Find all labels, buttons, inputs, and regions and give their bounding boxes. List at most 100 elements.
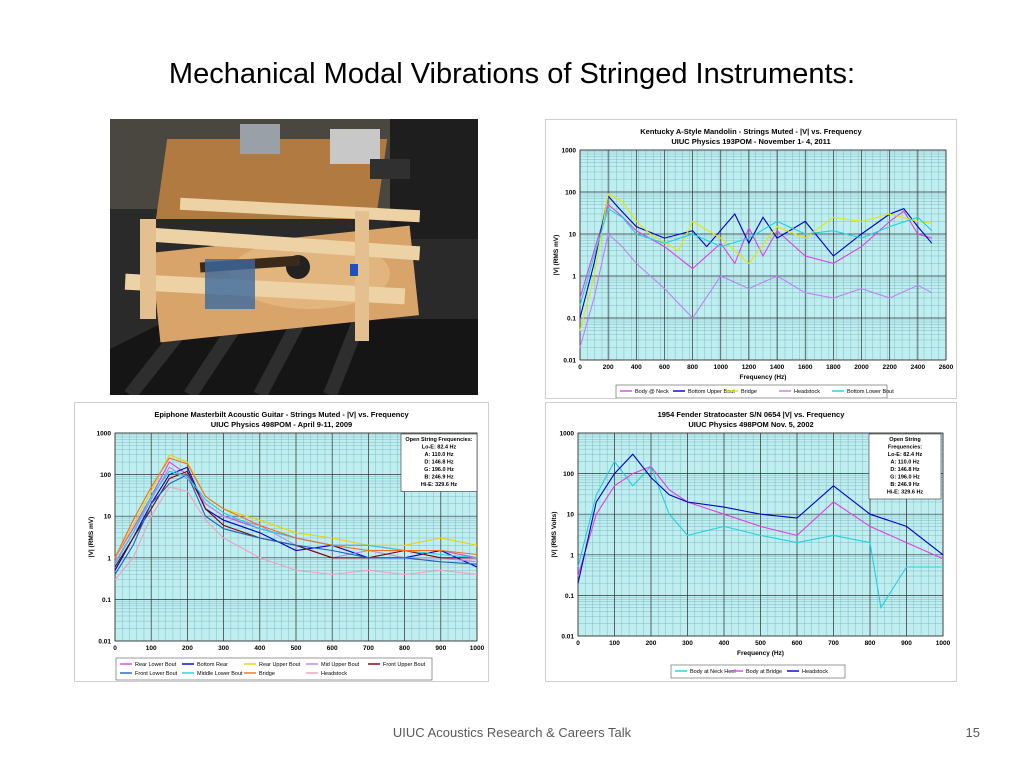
series-line (579, 232, 933, 348)
y-tick-label: 100 (563, 471, 574, 478)
x-tick-label: 600 (659, 364, 670, 371)
x-tick-label: 300 (682, 640, 693, 647)
x-tick-label: 0 (576, 640, 580, 647)
x-tick-label: 200 (182, 645, 193, 652)
x-tick-label: 600 (327, 645, 338, 652)
legend-label: Bottom Lower Bout (847, 389, 894, 395)
x-tick-label: 900 (435, 645, 446, 652)
annotation-line: B: 246.9 Hz (890, 482, 920, 488)
y-tick-label: 0.01 (98, 639, 111, 646)
series-line (579, 207, 933, 306)
annotation-line: D: 146.8 Hz (424, 460, 454, 466)
y-tick-label: 1000 (560, 431, 575, 438)
chart-subtitle: UIUC Physics 193POM - November 1- 4, 201… (671, 137, 830, 146)
annotation-line: G: 196.0 Hz (890, 475, 920, 481)
x-tick-label: 1400 (770, 364, 785, 371)
y-axis-label: |V| (RMS mV) (553, 235, 560, 275)
annotation-line: Open String (889, 437, 920, 443)
x-tick-label: 700 (828, 640, 839, 647)
y-tick-label: 1 (570, 552, 574, 559)
y-tick-label: 10 (567, 512, 575, 519)
y-tick-label: 0.1 (102, 597, 111, 604)
x-tick-label: 500 (291, 645, 302, 652)
x-tick-label: 1800 (826, 364, 841, 371)
x-tick-label: 2200 (882, 364, 897, 371)
legend-label: Body at Bridge (746, 669, 782, 675)
x-axis-label: Frequency (Hz) (740, 374, 787, 381)
slide-title: Mechanical Modal Vibrations of Stringed … (168, 58, 856, 90)
page-number: 15 (965, 725, 980, 740)
y-axis-label: |V| (RMS mV) (88, 517, 95, 557)
annotation-line: Frequencies: (888, 445, 922, 451)
x-tick-label: 500 (755, 640, 766, 647)
series-line (577, 460, 943, 610)
legend-box (670, 664, 846, 679)
x-tick-label: 400 (254, 645, 265, 652)
epiphone-frequency-response-chart: Epiphone Masterbilt Acoustic Guitar - St… (74, 402, 489, 682)
legend-label: Headstock (794, 389, 820, 395)
x-tick-label: 300 (218, 645, 229, 652)
annotation-line: Open String Frequencies: (405, 437, 472, 443)
legend-label: Bottom Upper Bout (688, 389, 735, 395)
annotation-line: G: 196.0 Hz (424, 467, 454, 473)
x-tick-label: 100 (146, 645, 157, 652)
legend-label: Rear Upper Bout (259, 662, 301, 668)
series-line (114, 470, 477, 568)
slide-footer: UIUC Acoustics Research & Careers Talk (392, 725, 632, 740)
chart-title: Kentucky A-Style Mandolin - Strings Mute… (640, 127, 862, 136)
annotation-line: Hi-E: 329.6 Hz (887, 490, 924, 496)
x-tick-label: 1000 (936, 640, 951, 647)
y-tick-label: 1 (107, 555, 111, 562)
x-tick-label: 800 (865, 640, 876, 647)
y-tick-label: 1 (572, 274, 576, 281)
x-tick-label: 200 (646, 640, 657, 647)
x-tick-label: 200 (603, 364, 614, 371)
x-tick-label: 1600 (798, 364, 813, 371)
x-tick-label: 400 (719, 640, 730, 647)
y-tick-label: 0.01 (561, 634, 574, 641)
x-tick-label: 0 (113, 645, 117, 652)
series-line (114, 470, 478, 565)
legend-label: Mid Upper Bout (321, 662, 360, 668)
annotation-line: A: 110.0 Hz (424, 452, 453, 458)
legend-label: Rear Lower Bout (135, 662, 177, 668)
legend-label: Headstock (321, 671, 347, 677)
legend-label: Front Lower Bout (135, 671, 178, 677)
x-tick-label: 2600 (939, 364, 954, 371)
x-axis-label: Frequency (Hz) (737, 650, 784, 657)
x-tick-label: 800 (687, 364, 698, 371)
annotation-line: A: 110.0 Hz (890, 460, 919, 466)
open-string-annotation-box (868, 433, 942, 500)
series-line (577, 465, 944, 577)
y-tick-label: 10 (104, 514, 112, 521)
x-tick-label: 900 (901, 640, 912, 647)
chart-title: 1954 Fender Stratocaster S/N 0654 |V| vs… (658, 410, 846, 419)
chart-subtitle: UIUC Physics 498POM - April 9-11, 2009 (211, 420, 352, 429)
legend-label: Bottom Rear (197, 662, 228, 668)
legend-label: Middle Lower Bout (197, 671, 243, 677)
legend-box (615, 384, 888, 398)
y-tick-label: 1000 (97, 431, 112, 438)
instrument-test-rig-photo (110, 119, 478, 395)
series-line (114, 473, 478, 575)
x-tick-label: 1200 (742, 364, 757, 371)
x-tick-label: 400 (631, 364, 642, 371)
x-tick-label: 2400 (911, 364, 926, 371)
annotation-line: Lo-E: 82.4 Hz (422, 445, 457, 451)
x-tick-label: 1000 (470, 645, 485, 652)
series-line (114, 454, 478, 559)
y-tick-label: 0.1 (567, 316, 576, 323)
y-tick-label: 1000 (562, 148, 577, 155)
annotation-line: Lo-E: 82.4 Hz (888, 452, 923, 458)
y-tick-label: 10 (569, 232, 577, 239)
legend-label: Body @ Neck (635, 389, 669, 395)
legend-label: Body at Neck Heel (690, 669, 736, 675)
annotation-line: B: 246.9 Hz (424, 475, 454, 481)
series-line (114, 457, 478, 559)
x-tick-label: 600 (792, 640, 803, 647)
series-line (579, 193, 932, 331)
y-tick-label: 100 (100, 472, 111, 479)
series-line (579, 203, 933, 299)
x-tick-label: 100 (609, 640, 620, 647)
open-string-annotation-box (400, 433, 478, 492)
